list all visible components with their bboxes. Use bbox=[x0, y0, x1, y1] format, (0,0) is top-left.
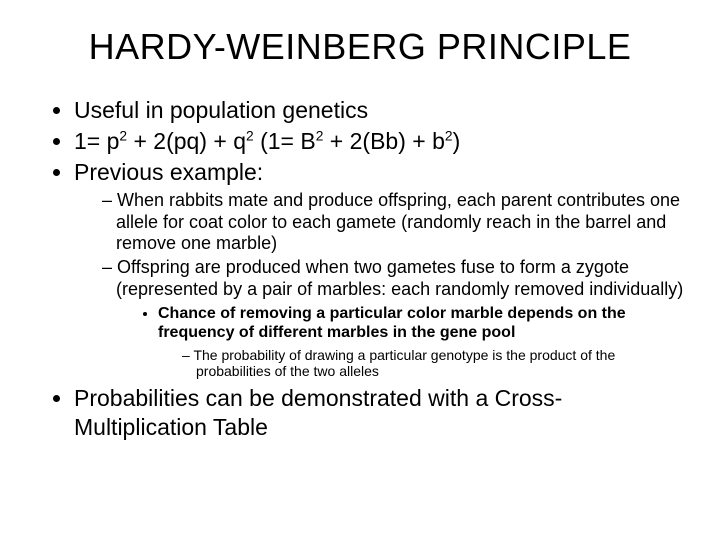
bullet-previous-example: Previous example: When rabbits mate and … bbox=[74, 158, 684, 381]
sub-rabbits: When rabbits mate and produce offspring,… bbox=[102, 190, 684, 255]
sub-offspring-text: Offspring are produced when two gametes … bbox=[116, 257, 683, 299]
sub-offspring: Offspring are produced when two gametes … bbox=[102, 257, 684, 380]
eq-sup-2: 2 bbox=[246, 128, 254, 143]
bullet-previous-example-text: Previous example: bbox=[74, 159, 263, 185]
eq-sup-4: 2 bbox=[445, 128, 453, 143]
eq-part-b: + 2(pq) + q bbox=[127, 128, 246, 154]
eq-sup-1: 2 bbox=[119, 128, 127, 143]
subsubsub-probability: The probability of drawing a particular … bbox=[182, 347, 684, 381]
bullet-list-level2: When rabbits mate and produce offspring,… bbox=[74, 190, 684, 380]
subsub-chance: Chance of removing a particular color ma… bbox=[158, 304, 684, 380]
subsub-chance-text: Chance of removing a particular color ma… bbox=[158, 305, 626, 341]
bullet-cross-multiplication: Probabilities can be demonstrated with a… bbox=[74, 384, 684, 442]
eq-part-e: ) bbox=[453, 128, 461, 154]
slide-title: HARDY-WEINBERG PRINCIPLE bbox=[36, 26, 684, 68]
bullet-list-level1: Useful in population genetics 1= p2 + 2(… bbox=[36, 96, 684, 442]
bullet-useful: Useful in population genetics bbox=[74, 96, 684, 125]
eq-part-c: (1= B bbox=[254, 128, 316, 154]
eq-part-a: 1= p bbox=[74, 128, 119, 154]
bullet-list-level4: The probability of drawing a particular … bbox=[158, 347, 684, 381]
slide: HARDY-WEINBERG PRINCIPLE Useful in popul… bbox=[0, 0, 720, 540]
eq-part-d: + 2(Bb) + b bbox=[323, 128, 444, 154]
bullet-equation: 1= p2 + 2(pq) + q2 (1= B2 + 2(Bb) + b2) bbox=[74, 127, 684, 156]
bullet-list-level3: Chance of removing a particular color ma… bbox=[116, 304, 684, 380]
